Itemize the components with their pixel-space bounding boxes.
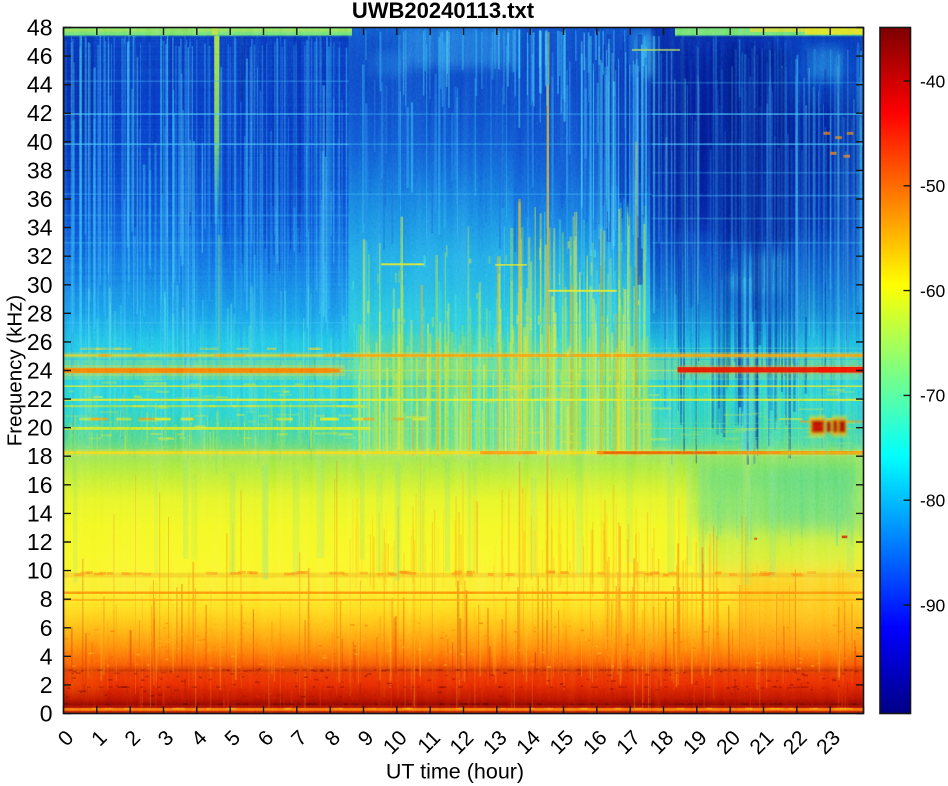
svg-text:17: 17 — [612, 726, 645, 759]
svg-text:0: 0 — [40, 701, 53, 727]
svg-text:16: 16 — [27, 472, 53, 498]
svg-text:32: 32 — [27, 243, 53, 269]
svg-text:-70: -70 — [920, 386, 946, 406]
svg-text:48: 48 — [27, 15, 53, 41]
svg-text:28: 28 — [27, 300, 53, 326]
svg-text:UT time (hour): UT time (hour) — [386, 760, 524, 784]
svg-text:14: 14 — [512, 726, 545, 759]
svg-text:11: 11 — [413, 726, 445, 758]
svg-text:12: 12 — [27, 529, 53, 555]
svg-text:7: 7 — [287, 726, 312, 751]
svg-text:6: 6 — [254, 726, 279, 751]
svg-text:-80: -80 — [920, 491, 946, 511]
svg-text:20: 20 — [712, 726, 745, 759]
svg-text:5: 5 — [221, 726, 246, 751]
svg-text:34: 34 — [27, 215, 53, 241]
svg-text:46: 46 — [27, 43, 53, 69]
svg-text:16: 16 — [579, 726, 612, 759]
svg-text:18: 18 — [646, 726, 679, 759]
svg-text:8: 8 — [40, 586, 53, 612]
svg-text:2: 2 — [40, 672, 53, 698]
svg-text:15: 15 — [546, 726, 579, 759]
svg-text:18: 18 — [27, 443, 53, 469]
svg-text:44: 44 — [27, 72, 53, 98]
svg-text:40: 40 — [27, 129, 53, 155]
svg-text:2: 2 — [121, 726, 146, 751]
svg-text:14: 14 — [27, 500, 53, 526]
svg-text:1: 1 — [87, 726, 112, 751]
svg-text:38: 38 — [27, 157, 53, 183]
svg-text:26: 26 — [27, 329, 53, 355]
svg-text:9: 9 — [354, 726, 379, 751]
svg-text:21: 21 — [746, 726, 779, 759]
svg-text:6: 6 — [40, 615, 53, 641]
svg-text:22: 22 — [27, 386, 53, 412]
svg-text:13: 13 — [479, 726, 512, 759]
svg-text:-50: -50 — [920, 176, 946, 196]
svg-text:22: 22 — [779, 726, 812, 759]
svg-text:0: 0 — [54, 726, 79, 751]
svg-text:-90: -90 — [920, 595, 946, 615]
svg-text:19: 19 — [679, 726, 712, 759]
svg-text:8: 8 — [321, 726, 346, 751]
svg-text:23: 23 — [812, 726, 845, 759]
svg-text:Frequency (kHz): Frequency (kHz) — [4, 295, 27, 447]
svg-text:-60: -60 — [920, 281, 946, 301]
svg-text:20: 20 — [27, 415, 53, 441]
svg-text:UWB20240113.txt: UWB20240113.txt — [352, 0, 535, 23]
svg-text:10: 10 — [379, 726, 412, 759]
svg-text:30: 30 — [27, 272, 53, 298]
svg-text:42: 42 — [27, 100, 53, 126]
svg-text:4: 4 — [40, 643, 53, 669]
svg-text:-40: -40 — [920, 71, 946, 91]
svg-text:4: 4 — [187, 726, 212, 751]
svg-text:12: 12 — [446, 726, 479, 759]
svg-text:3: 3 — [154, 726, 179, 751]
svg-text:10: 10 — [27, 558, 53, 584]
svg-text:36: 36 — [27, 186, 53, 212]
svg-text:24: 24 — [27, 358, 53, 384]
